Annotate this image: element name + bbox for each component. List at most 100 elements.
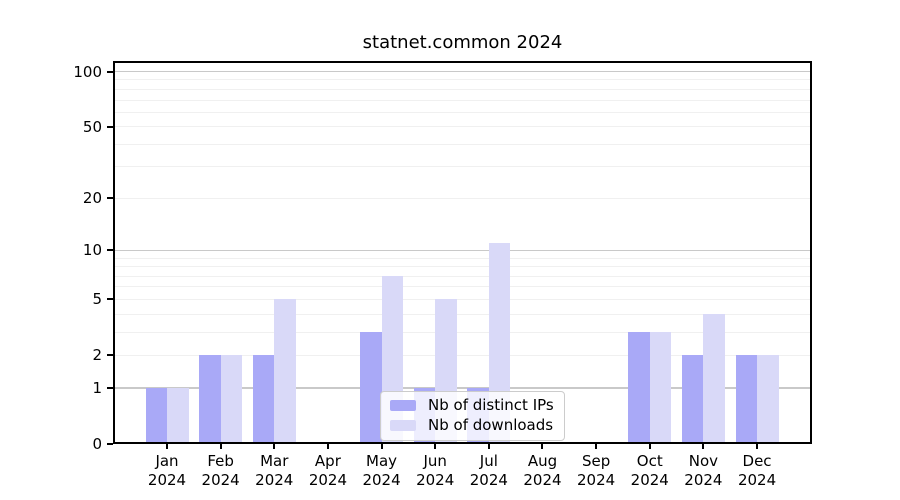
x-tick-label: Jan 2024 — [125, 452, 209, 490]
x-tick-mark — [326, 442, 329, 449]
x-tick-label: Feb 2024 — [179, 452, 263, 490]
bar-distinct-ips — [199, 355, 221, 444]
y-tick-label: 100 — [73, 62, 102, 81]
x-tick-year: 2024 — [684, 471, 723, 489]
x-tick-month: Sep — [581, 452, 611, 470]
y-tick-mark — [107, 298, 113, 301]
x-tick-mark — [487, 442, 490, 449]
y-tick-label: 2 — [92, 346, 102, 365]
gridline-minor — [113, 354, 812, 356]
x-tick-label: Dec 2024 — [715, 452, 799, 490]
gridline-minor — [113, 286, 812, 288]
y-tick-label: 1 — [92, 379, 102, 398]
x-tick-month: Apr — [314, 452, 341, 470]
bottom-spine — [113, 442, 812, 444]
x-tick-year: 2024 — [255, 471, 294, 489]
bar-downloads — [274, 299, 296, 444]
x-tick-month: Jul — [479, 452, 498, 470]
gridline-minor — [113, 275, 812, 277]
gridline-minor — [113, 266, 812, 268]
x-tick-month: Mar — [260, 452, 289, 470]
gridline-minor — [113, 331, 812, 333]
gridline-minor — [113, 197, 812, 199]
x-tick-month: Aug — [527, 452, 558, 470]
x-tick-label: Jun 2024 — [393, 452, 477, 490]
y-tick-label: 50 — [82, 117, 102, 136]
gridline-minor — [113, 111, 812, 113]
x-tick-month: Nov — [688, 452, 719, 470]
y-tick-mark — [107, 125, 113, 128]
x-tick-year: 2024 — [737, 471, 777, 489]
y-tick-mark — [107, 249, 113, 252]
x-tick-month: Oct — [636, 452, 663, 470]
x-tick-year: 2024 — [201, 471, 240, 489]
gridline-minor — [113, 298, 812, 300]
y-tick-mark — [107, 443, 113, 445]
x-tick-year: 2024 — [308, 471, 347, 489]
legend: Nb of distinct IPs Nb of downloads — [380, 391, 565, 441]
x-tick-mark — [273, 442, 276, 449]
bar-distinct-ips — [735, 355, 758, 444]
x-tick-mark — [434, 442, 437, 449]
gridline-minor — [113, 88, 812, 90]
y-tick-mark — [107, 70, 113, 73]
gridline-minor — [113, 257, 812, 259]
bar-downloads — [220, 355, 243, 444]
gridline-minor — [113, 143, 812, 145]
gridline-minor — [113, 79, 812, 81]
x-tick-year: 2024 — [362, 471, 401, 489]
right-spine — [810, 61, 812, 444]
legend-label: Nb of distinct IPs — [428, 396, 554, 414]
bar-downloads — [757, 355, 779, 444]
legend-item-downloads: Nb of downloads — [390, 418, 554, 433]
gridline-minor — [113, 99, 812, 101]
x-tick-label: Jul 2024 — [447, 452, 531, 490]
y-tick-mark — [107, 387, 113, 390]
x-tick-mark — [219, 442, 222, 449]
bar-downloads — [649, 332, 672, 444]
x-tick-label: Aug 2024 — [500, 452, 584, 490]
x-tick-month: Jan — [155, 452, 179, 470]
x-tick-year: 2024 — [469, 471, 508, 489]
gridline-major — [113, 387, 812, 389]
bar-downloads — [703, 314, 725, 444]
x-tick-label: Oct 2024 — [608, 452, 692, 490]
plot-area: 100 50 20 10 5 2 1 0 Jan 2024 Feb 2024 Mar 2024 Apr 202… — [73, 61, 812, 489]
legend-swatch — [390, 420, 416, 431]
chart-title: statnet.common 2024 — [362, 32, 563, 53]
x-tick-month: Feb — [207, 452, 234, 470]
gridline-minor — [113, 126, 812, 128]
x-tick-year: 2024 — [147, 471, 187, 489]
x-tick-label: Apr 2024 — [286, 452, 370, 490]
bar-distinct-ips — [360, 332, 382, 444]
x-tick-mark — [166, 442, 168, 449]
x-tick-month: May — [366, 452, 398, 470]
x-tick-year: 2024 — [630, 471, 669, 489]
legend-swatch — [390, 400, 416, 411]
x-tick-year: 2024 — [416, 471, 455, 489]
x-tick-year: 2024 — [577, 471, 616, 489]
y-tick-label: 5 — [92, 290, 102, 309]
x-tick-year: 2024 — [523, 471, 562, 489]
top-spine — [113, 61, 812, 63]
x-tick-mark — [756, 442, 759, 449]
x-tick-mark — [702, 442, 705, 449]
gridline-minor — [113, 313, 812, 315]
bar-distinct-ips — [628, 332, 650, 444]
y-tick-mark — [107, 354, 113, 357]
x-tick-label: Nov 2024 — [661, 452, 745, 490]
bar-downloads — [167, 388, 189, 444]
bar-distinct-ips — [681, 355, 704, 444]
left-spine — [113, 61, 115, 444]
x-tick-mark — [541, 442, 544, 449]
x-tick-mark — [380, 442, 383, 449]
x-tick-label: Mar 2024 — [232, 452, 316, 490]
y-tick-label: 0 — [92, 435, 102, 453]
y-tick-label: 20 — [82, 189, 102, 208]
legend-label: Nb of downloads — [428, 416, 554, 434]
x-tick-month: Dec — [742, 452, 772, 470]
y-tick-label: 10 — [82, 241, 102, 260]
x-tick-label: May 2024 — [340, 452, 424, 490]
x-tick-month: Jun — [423, 452, 447, 470]
bar-distinct-ips — [252, 355, 275, 444]
